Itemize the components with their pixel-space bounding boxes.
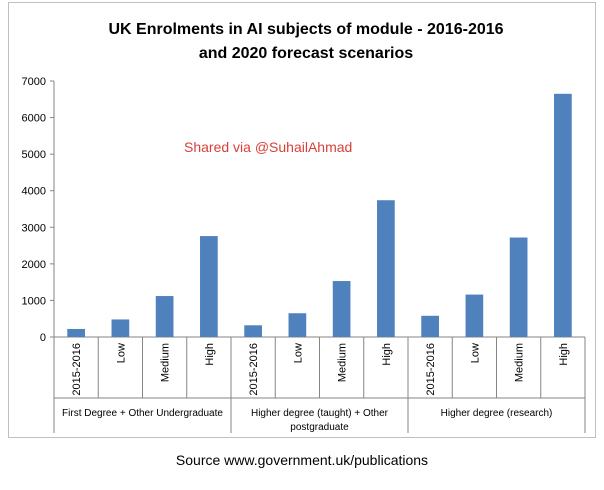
x-category-label: 2015-2016 bbox=[71, 343, 83, 396]
y-tick-label: 2000 bbox=[22, 259, 46, 271]
axis-layer bbox=[50, 80, 586, 433]
watermark-text: Shared via @SuhailAhmad bbox=[184, 139, 352, 155]
bar bbox=[332, 281, 351, 337]
bar bbox=[421, 315, 439, 337]
label-layer: 0 1000 2000 3000 4000 5000 6000 7000 2015-2016 Lo… bbox=[22, 76, 570, 433]
x-category-label: Medium bbox=[514, 343, 526, 382]
bar bbox=[288, 313, 307, 337]
x-category-label: 2015-2016 bbox=[425, 343, 437, 396]
y-tick-label: 7000 bbox=[22, 76, 46, 88]
x-category-label: Low bbox=[115, 343, 127, 363]
bar bbox=[200, 236, 218, 337]
x-category-label: Medium bbox=[160, 343, 172, 382]
bar bbox=[111, 319, 130, 337]
bar bbox=[554, 93, 572, 337]
x-category-label: Low bbox=[469, 343, 481, 363]
group-label: Higher degree (research) bbox=[441, 408, 553, 419]
chart-title-line-2: and 2020 forecast scenarios bbox=[199, 45, 413, 62]
x-category-label: High bbox=[204, 343, 216, 366]
y-tick-label: 5000 bbox=[22, 149, 46, 161]
group-label: postgraduate bbox=[290, 422, 349, 433]
bar bbox=[155, 296, 174, 337]
chart-frame: UK Enrolments in AI subjects of module -… bbox=[8, 2, 596, 438]
y-tick-label: 0 bbox=[40, 332, 46, 344]
x-category-label: Low bbox=[292, 343, 304, 363]
bar bbox=[67, 328, 85, 337]
bar-layer bbox=[67, 93, 572, 337]
source-caption: Source www.government.uk/publications bbox=[175, 452, 429, 468]
bar bbox=[244, 325, 262, 337]
y-tick-label: 6000 bbox=[22, 113, 46, 125]
x-category-label: High bbox=[558, 343, 570, 366]
y-tick-label: 4000 bbox=[22, 186, 46, 198]
x-category-label: High bbox=[381, 343, 393, 366]
bar bbox=[509, 237, 528, 337]
y-tick-label: 1000 bbox=[22, 295, 46, 307]
x-category-label: 2015-2016 bbox=[248, 343, 260, 396]
bar bbox=[377, 200, 395, 337]
bar bbox=[465, 294, 484, 337]
y-tick-label: 3000 bbox=[22, 222, 46, 234]
x-category-label: Medium bbox=[337, 343, 349, 382]
bar-chart: UK Enrolments in AI subjects of module -… bbox=[22, 21, 586, 433]
group-label: First Degree + Other Undergraduate bbox=[62, 408, 223, 419]
chart-title-line-1: UK Enrolments in AI subjects of module -… bbox=[108, 21, 503, 38]
group-label: Higher degree (taught) + Other bbox=[251, 408, 389, 419]
